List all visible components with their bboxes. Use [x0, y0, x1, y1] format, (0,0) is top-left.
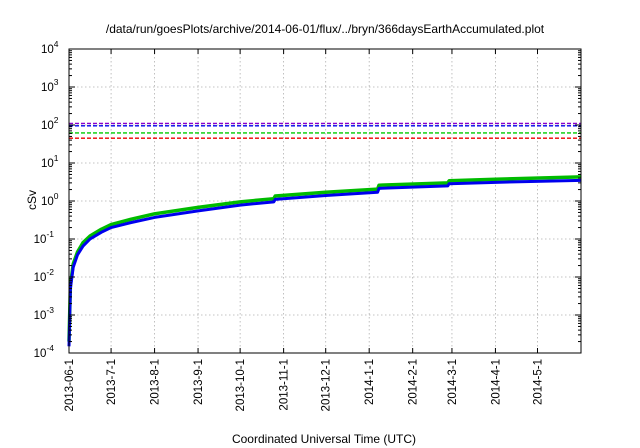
x-tick-label: 2013-7-1	[106, 359, 118, 405]
grid	[69, 49, 581, 353]
x-tick-label: 2013-8-1	[150, 359, 162, 405]
y-tick-label: 100	[41, 191, 59, 208]
chart-title: /data/run/goesPlots/archive/2014-06-01/f…	[106, 22, 545, 36]
reference-lines	[69, 122, 581, 139]
x-tick-label: 2013-10-1	[235, 359, 247, 411]
y-tick-label: 103	[41, 77, 59, 94]
series-line	[67, 178, 582, 347]
axis-ticks: 2013-06-1 2013-7-1 2013-8-1 2013-9-1 2013-10…	[34, 39, 581, 411]
series-line	[67, 175, 582, 342]
x-tick-label: 2013-11-1	[279, 359, 291, 411]
x-tick-label: 2014-5-1	[533, 359, 545, 405]
series-lines	[67, 175, 582, 347]
y-axis-label: cSv	[25, 190, 39, 210]
y-tick-label: 102	[41, 115, 59, 132]
y-tick-label: 10-3	[34, 305, 55, 322]
y-tick-label: 101	[41, 153, 59, 170]
y-tick-label: 104	[41, 39, 59, 56]
x-tick-label: 2013-12-1	[321, 359, 333, 411]
x-tick-label: 2014-4-1	[490, 359, 502, 405]
x-tick-label: 2014-3-1	[447, 359, 459, 405]
x-axis-label: Coordinated Universal Time (UTC)	[232, 432, 416, 446]
x-tick-label: 2013-9-1	[193, 359, 205, 405]
plot-frame	[68, 48, 582, 354]
x-tick-label: 2013-06-1	[64, 359, 76, 411]
y-tick-label: 10-1	[34, 229, 55, 246]
y-tick-label: 10-2	[34, 267, 55, 284]
x-tick-label: 2014-1-1	[364, 359, 376, 405]
y-tick-label: 10-4	[34, 343, 55, 360]
x-tick-label: 2014-2-1	[408, 359, 420, 405]
